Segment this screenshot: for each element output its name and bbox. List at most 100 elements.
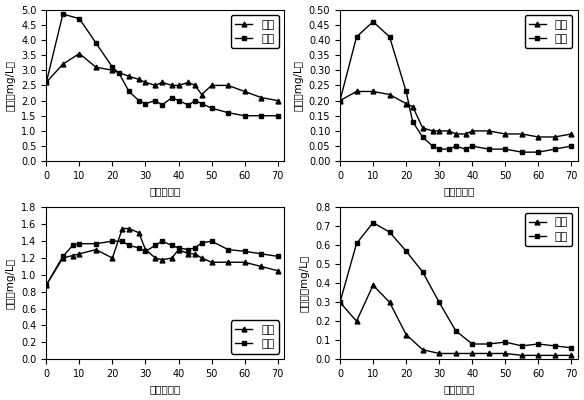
填料 bbox=[175, 246, 182, 250]
原水 bbox=[192, 252, 199, 256]
原水 bbox=[142, 80, 149, 85]
原水 bbox=[109, 256, 116, 260]
填料 bbox=[446, 147, 453, 152]
填料 bbox=[158, 103, 165, 108]
填料 bbox=[402, 249, 409, 254]
原水 bbox=[225, 260, 232, 265]
原水 bbox=[76, 51, 83, 56]
填料 bbox=[485, 147, 492, 152]
填料 bbox=[402, 89, 409, 94]
原水 bbox=[518, 353, 525, 358]
Legend: 原水, 填料: 原水, 填料 bbox=[231, 15, 279, 48]
填料 bbox=[353, 34, 360, 39]
填料 bbox=[386, 34, 393, 39]
填料 bbox=[142, 101, 149, 106]
原水 bbox=[126, 226, 133, 231]
填料 bbox=[192, 98, 199, 103]
原水 bbox=[419, 347, 426, 352]
填料 bbox=[518, 150, 525, 154]
填料 bbox=[126, 243, 133, 248]
Y-axis label: 总碗（mg/L）: 总碗（mg/L） bbox=[6, 60, 16, 111]
原水 bbox=[551, 134, 558, 139]
Line: 原水: 原水 bbox=[44, 226, 280, 288]
原水 bbox=[225, 83, 232, 88]
填料 bbox=[469, 342, 476, 346]
填料 bbox=[535, 342, 542, 346]
填料 bbox=[452, 328, 459, 333]
原水 bbox=[502, 132, 509, 136]
填料 bbox=[551, 147, 558, 152]
填料 bbox=[436, 300, 443, 305]
填料 bbox=[198, 101, 205, 106]
原水 bbox=[535, 134, 542, 139]
填料 bbox=[336, 98, 343, 103]
原水 bbox=[551, 353, 558, 358]
原水 bbox=[119, 226, 126, 231]
Legend: 原水, 填料: 原水, 填料 bbox=[524, 213, 572, 246]
填料 bbox=[69, 243, 77, 248]
填料 bbox=[109, 65, 116, 70]
X-axis label: 时间（天）: 时间（天） bbox=[443, 186, 475, 196]
填料 bbox=[353, 241, 360, 246]
原水 bbox=[241, 89, 248, 94]
原水 bbox=[485, 351, 492, 356]
填料 bbox=[336, 300, 343, 305]
填料 bbox=[119, 239, 126, 244]
原水 bbox=[419, 126, 426, 130]
原水 bbox=[452, 132, 459, 136]
原水 bbox=[502, 351, 509, 356]
填料 bbox=[452, 144, 459, 148]
原水 bbox=[185, 252, 192, 256]
原水 bbox=[469, 351, 476, 356]
原水 bbox=[436, 351, 443, 356]
填料 bbox=[241, 113, 248, 118]
原水 bbox=[535, 353, 542, 358]
原水 bbox=[175, 247, 182, 252]
填料 bbox=[274, 113, 281, 118]
填料 bbox=[535, 150, 542, 154]
填料 bbox=[109, 239, 116, 244]
原水 bbox=[452, 351, 459, 356]
原水 bbox=[568, 132, 575, 136]
原水 bbox=[142, 247, 149, 252]
原水 bbox=[258, 95, 265, 100]
填料 bbox=[274, 254, 281, 259]
填料 bbox=[225, 110, 232, 115]
填料 bbox=[43, 80, 50, 85]
填料 bbox=[60, 254, 67, 259]
原水 bbox=[208, 260, 215, 265]
原水 bbox=[135, 77, 142, 82]
填料 bbox=[158, 239, 165, 244]
原水 bbox=[370, 283, 377, 288]
填料 bbox=[126, 89, 133, 94]
填料 bbox=[142, 249, 149, 254]
填料 bbox=[76, 241, 83, 246]
原水 bbox=[109, 68, 116, 73]
原水 bbox=[43, 283, 50, 288]
原水 bbox=[126, 74, 133, 79]
填料 bbox=[568, 345, 575, 350]
填料 bbox=[116, 71, 123, 76]
原水 bbox=[336, 300, 343, 305]
原水 bbox=[92, 65, 99, 70]
原水 bbox=[402, 332, 409, 337]
Line: 填料: 填料 bbox=[44, 12, 280, 118]
Line: 填料: 填料 bbox=[338, 19, 574, 154]
填料 bbox=[185, 103, 192, 108]
原水 bbox=[192, 83, 199, 88]
原水 bbox=[198, 256, 205, 260]
填料 bbox=[436, 147, 443, 152]
原水 bbox=[198, 92, 205, 97]
填料 bbox=[43, 283, 50, 288]
Line: 原水: 原水 bbox=[338, 89, 574, 140]
原水 bbox=[518, 132, 525, 136]
原水 bbox=[43, 80, 50, 85]
填料 bbox=[241, 249, 248, 254]
Line: 原水: 原水 bbox=[44, 51, 280, 103]
Line: 填料: 填料 bbox=[44, 239, 280, 288]
填料 bbox=[92, 241, 99, 246]
填料 bbox=[258, 252, 265, 256]
原水 bbox=[436, 128, 443, 133]
原水 bbox=[336, 98, 343, 103]
原水 bbox=[485, 128, 492, 133]
